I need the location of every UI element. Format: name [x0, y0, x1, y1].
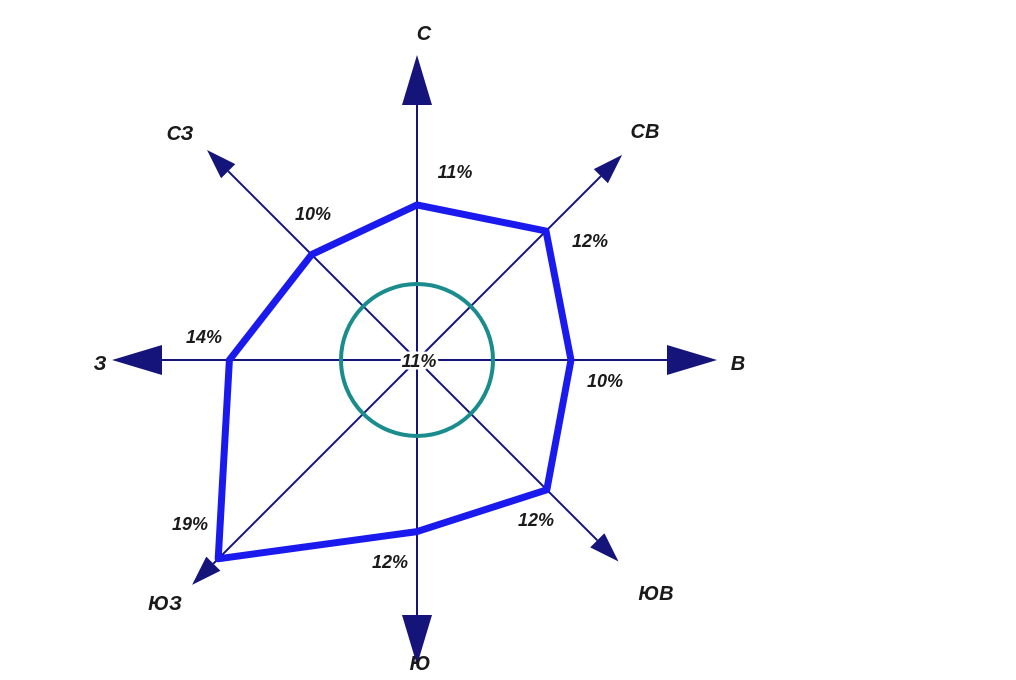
arrowhead-w — [112, 345, 162, 375]
data-point-w — [226, 357, 233, 363]
direction-label-w: З — [94, 353, 107, 375]
data-point-n — [414, 201, 420, 208]
arrowhead-ne — [593, 154, 623, 184]
value-label-sw: 19% — [172, 514, 208, 534]
value-label-w: 14% — [186, 327, 222, 347]
value-label-se: 12% — [518, 510, 554, 530]
value-label-n: 11% — [438, 162, 473, 182]
data-point-sw — [215, 555, 222, 562]
data-point-nw — [308, 251, 315, 258]
labels-layer: С 11% СВ 12% В 10% ЮВ 12% Ю 12% ЮЗ 19% З 14% СЗ 10% — [94, 23, 746, 675]
data-point-ne — [543, 228, 549, 234]
direction-label-se: ЮВ — [638, 583, 673, 605]
direction-label-s: Ю — [410, 653, 431, 675]
arrowhead-n — [402, 55, 432, 105]
arrowhead-e — [667, 345, 717, 375]
axis-line-nw — [227, 170, 418, 361]
arrowhead-s — [402, 615, 432, 665]
data-point-s — [414, 528, 420, 535]
value-label-e: 10% — [587, 371, 623, 391]
arrowhead-sw — [192, 556, 221, 585]
value-label-ne: 12% — [572, 231, 608, 251]
axes-layer — [112, 55, 717, 665]
calm-layer: 11% — [339, 282, 495, 438]
arrowhead-nw — [207, 150, 236, 179]
arrowhead-se — [590, 533, 619, 562]
data-point-se — [543, 486, 550, 493]
direction-label-nw: СЗ — [167, 123, 194, 145]
direction-label-e: В — [731, 353, 745, 375]
axis-line-sw — [212, 359, 418, 565]
direction-label-sw: ЮЗ — [148, 593, 182, 615]
direction-label-ne: СВ — [631, 121, 660, 143]
calm-label: 11% — [402, 351, 437, 371]
direction-label-n: С — [417, 23, 432, 45]
value-label-nw: 10% — [295, 204, 331, 224]
value-label-s: 12% — [372, 552, 408, 572]
axis-line-ne — [416, 175, 602, 361]
axis-line-se — [416, 359, 599, 542]
polygon-layer — [214, 201, 575, 563]
calm-circle — [339, 282, 495, 438]
data-point-e — [568, 357, 574, 363]
